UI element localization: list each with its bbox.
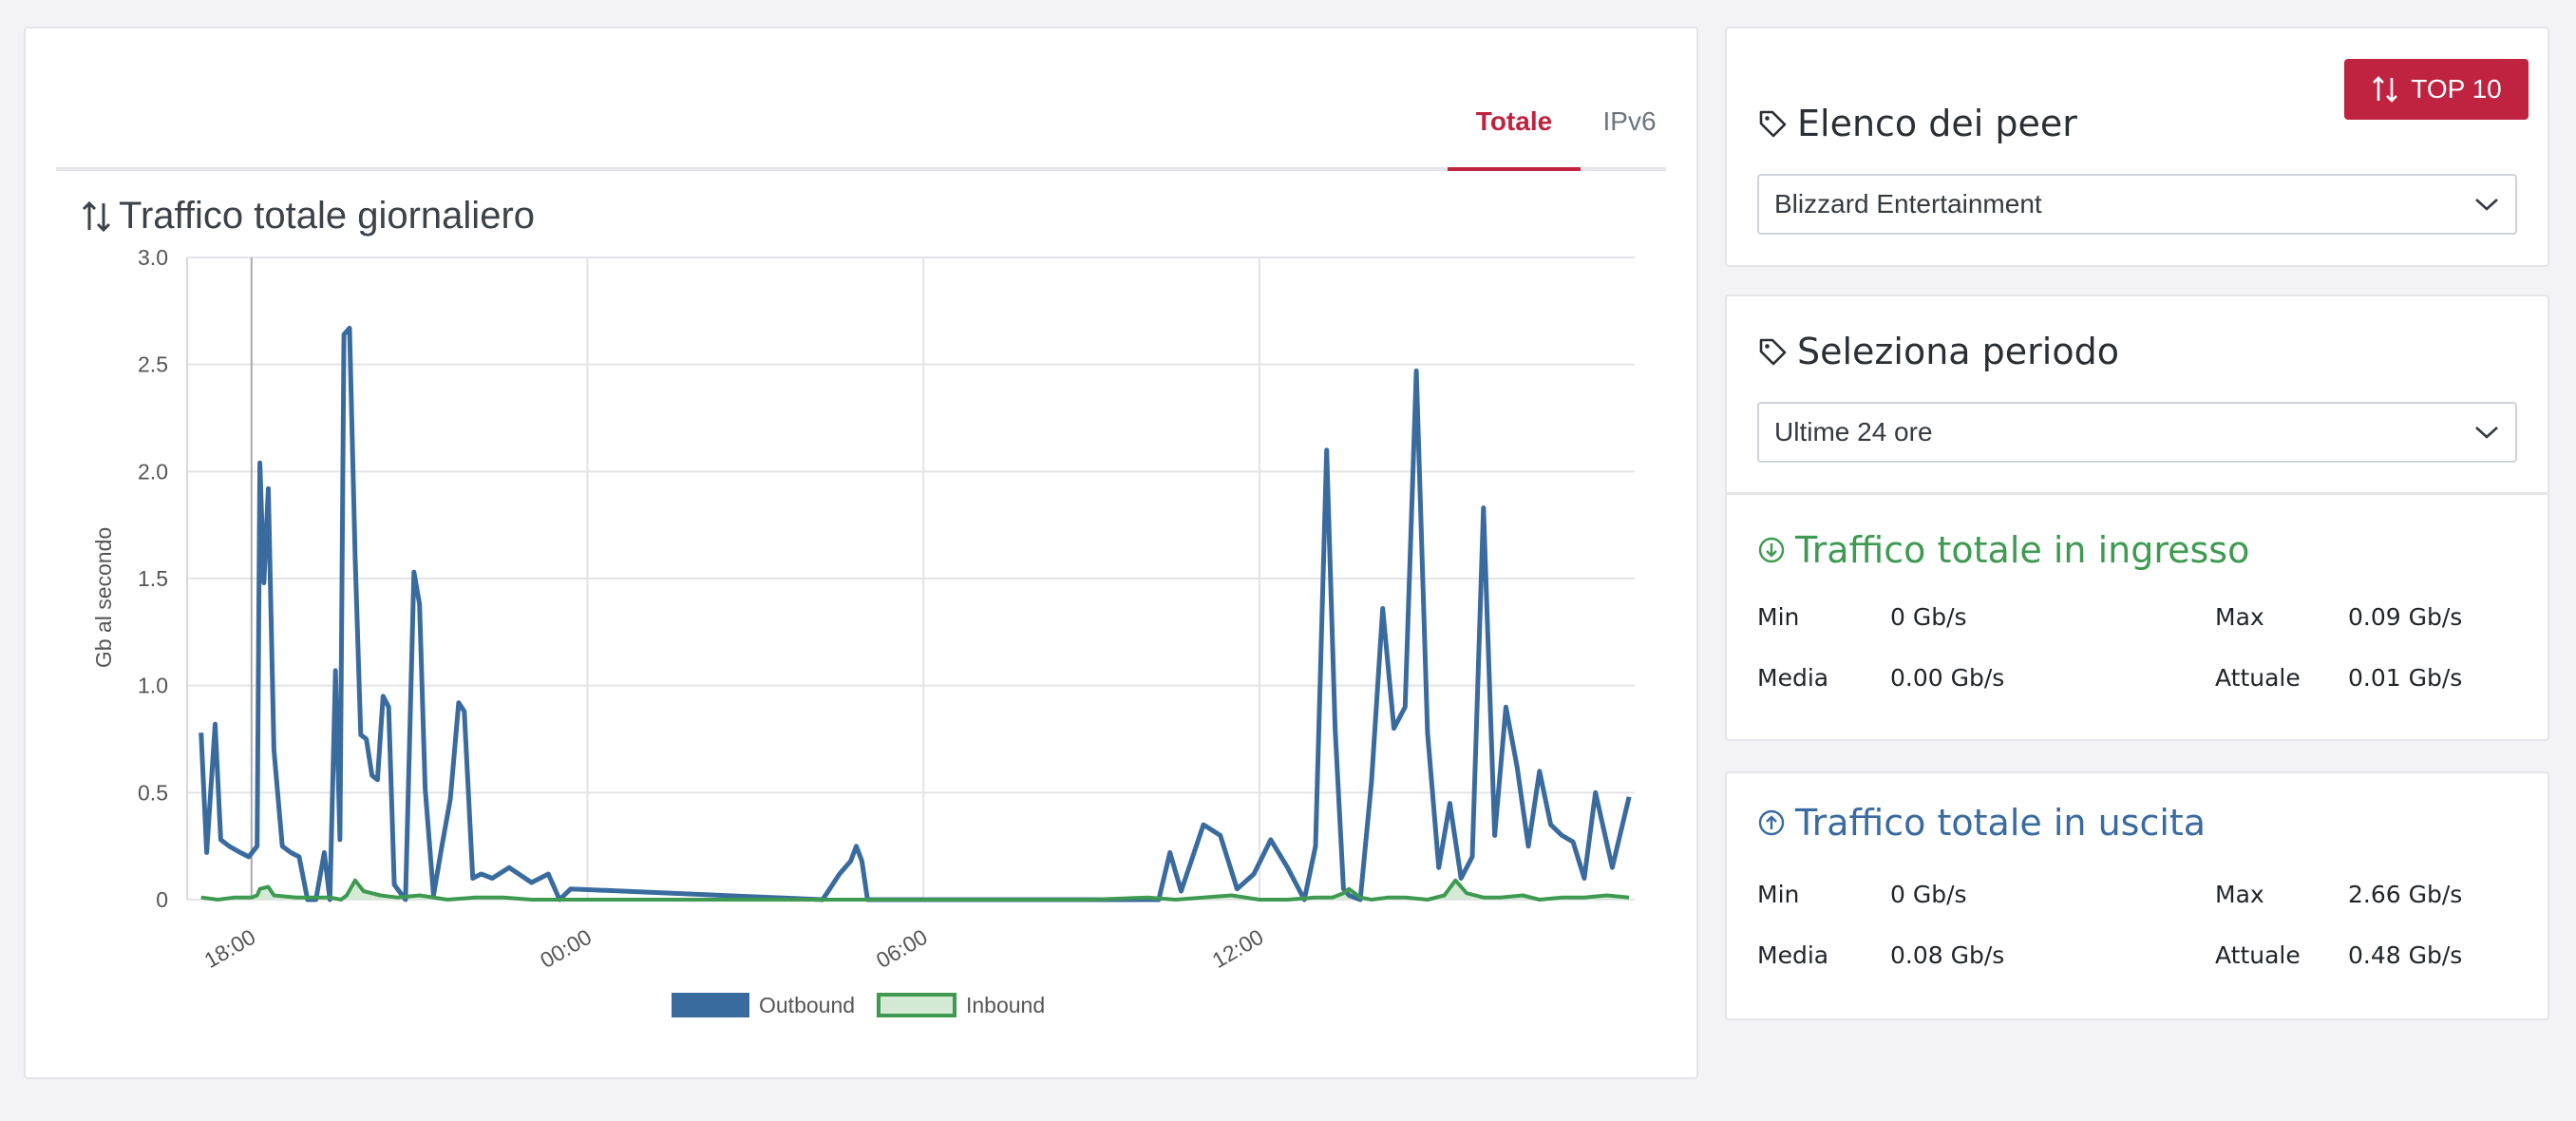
outbound-avg-value: 0.08 Gb/s <box>1890 941 2005 969</box>
y-tick-label: 1.0 <box>138 674 168 698</box>
inbound-series-line <box>200 878 1630 902</box>
chevron-down-icon <box>2475 427 2498 439</box>
outbound-min-label: Min <box>1757 881 1800 908</box>
peer-list-title: Elenco dei peer <box>1757 103 2077 144</box>
arrow-down-circle-icon <box>1758 537 1785 563</box>
outbound-series-line <box>199 325 1632 902</box>
inbound-current-value: 0.01 Gb/s <box>2348 664 2463 692</box>
peer-select[interactable]: Blizzard Entertainment <box>1757 174 2517 235</box>
outbound-max-label: Max <box>2215 881 2264 908</box>
chart-tabs: Totale IPv6 <box>56 86 1666 171</box>
outbound-title: Traffico totale in uscita <box>1757 802 2206 844</box>
y-tick-label: 1.5 <box>138 566 168 591</box>
y-tick-label: 2.0 <box>138 459 168 484</box>
top10-label: TOP 10 <box>2411 74 2502 104</box>
period-card: Seleziona periodo Ultime 24 ore Traffico… <box>1725 294 2549 741</box>
traffic-chart-card: Totale IPv6 Traffico totale giornaliero … <box>24 27 1698 1079</box>
outbound-avg-label: Media <box>1757 941 1829 969</box>
outbound-current-value: 0.48 Gb/s <box>2348 941 2463 969</box>
chart-title-text: Traffico totale giornaliero <box>119 195 536 237</box>
chart-title: Traffico totale giornaliero <box>81 195 535 238</box>
y-axis-label: Gb al secondo <box>91 527 116 668</box>
top10-button[interactable]: TOP 10 <box>2344 59 2529 120</box>
legend-label-outbound: Outbound <box>759 993 855 1017</box>
outbound-min-value: 0 Gb/s <box>1890 881 1967 908</box>
x-tick-label: 00:00 <box>536 924 596 973</box>
arrow-up-circle-icon <box>1758 809 1785 836</box>
sort-arrows-icon <box>2373 76 2398 103</box>
chevron-down-icon <box>2475 199 2498 211</box>
tab-totale[interactable]: Totale <box>1448 106 1581 171</box>
outbound-current-label: Attuale <box>2215 941 2301 969</box>
divider <box>1727 492 2548 495</box>
inbound-avg-value: 0.00 Gb/s <box>1890 664 2005 692</box>
x-tick-label: 12:00 <box>1208 924 1268 973</box>
inbound-title: Traffico totale in ingresso <box>1757 529 2249 571</box>
period-select[interactable]: Ultime 24 ore <box>1757 402 2517 463</box>
y-tick-label: 2.5 <box>138 352 168 377</box>
legend-label-inbound: Inbound <box>966 993 1045 1017</box>
x-tick-label: 18:00 <box>199 924 259 973</box>
y-tick-label: 3.0 <box>138 245 168 270</box>
peer-select-value: Blizzard Entertainment <box>1774 189 2042 218</box>
inbound-current-label: Attuale <box>2215 664 2301 692</box>
traffic-line-chart: 3.0 2.5 2.0 1.5 1.0 0.5 0 18:00 00:00 06:00 12:00 G… <box>91 245 1635 1017</box>
peer-list-card: TOP 10 Elenco dei peer Blizzard Entertai… <box>1725 27 2549 267</box>
y-tick-label: 0.5 <box>138 780 168 805</box>
period-title: Seleziona periodo <box>1757 331 2119 372</box>
period-select-value: Ultime 24 ore <box>1774 417 1933 446</box>
outbound-max-value: 2.66 Gb/s <box>2348 881 2463 908</box>
y-tick-label: 0 <box>156 887 168 912</box>
outbound-card: Traffico totale in uscita Min 0 Gb/s Max… <box>1725 771 2549 1020</box>
legend-swatch-outbound <box>672 993 749 1017</box>
sort-arrows-icon <box>82 200 111 232</box>
inbound-min-value: 0 Gb/s <box>1890 603 1967 631</box>
tag-icon <box>1759 338 1787 366</box>
inbound-min-label: Min <box>1757 603 1800 631</box>
inbound-avg-label: Media <box>1757 664 1829 692</box>
tag-icon <box>1759 110 1787 138</box>
inbound-max-value: 0.09 Gb/s <box>2348 603 2463 631</box>
tab-ipv6[interactable]: IPv6 <box>1602 106 1657 136</box>
x-tick-label: 06:00 <box>872 924 932 973</box>
legend-swatch-inbound <box>877 993 957 1017</box>
inbound-max-label: Max <box>2215 603 2264 631</box>
